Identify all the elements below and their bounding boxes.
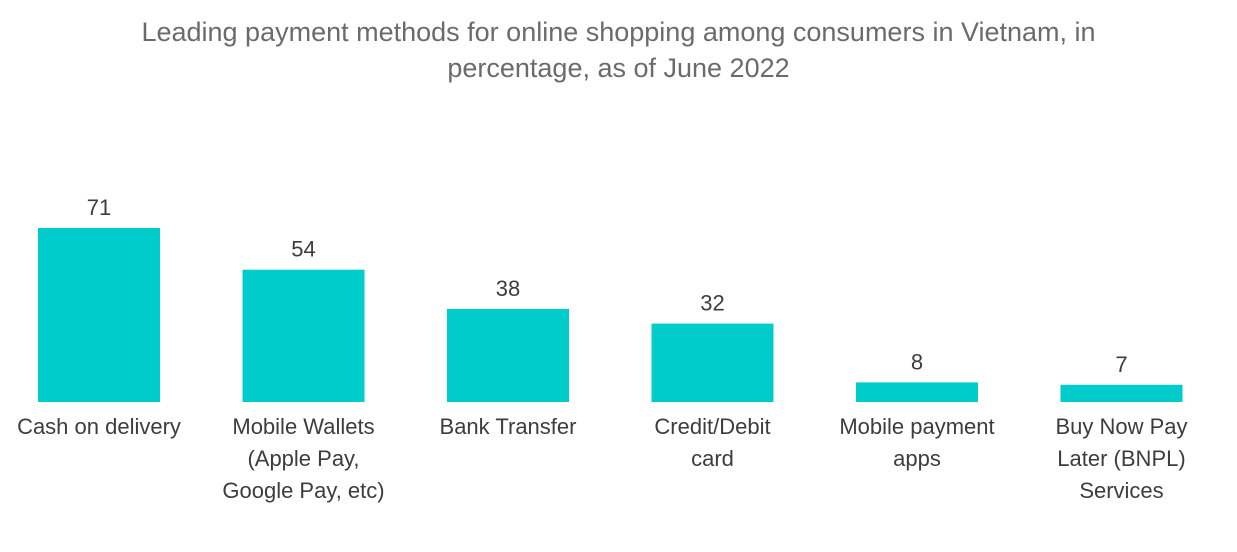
category-label-3-line-0: Credit/Debit — [654, 414, 770, 439]
category-label-1-line-1: (Apple Pay, — [247, 446, 359, 471]
bars-group — [38, 228, 1183, 402]
category-label-1-line-2: Google Pay, etc) — [222, 478, 384, 503]
category-label-3-line-1: card — [691, 446, 734, 471]
chart-title-line-2: percentage, as of June 2022 — [447, 53, 790, 83]
category-label-5-line-1: Later (BNPL) — [1057, 446, 1185, 471]
category-label-1-line-0: Mobile Wallets — [232, 414, 374, 439]
value-label-4: 8 — [911, 349, 923, 374]
category-label-4-line-0: Mobile payment — [839, 414, 994, 439]
chart-title-line-1: Leading payment methods for online shopp… — [141, 17, 1096, 47]
chart-title: Leading payment methods for online shopp… — [0, 14, 1237, 86]
bar-4 — [856, 382, 978, 402]
value-label-2: 38 — [496, 276, 520, 301]
category-label-0-line-0: Cash on delivery — [17, 414, 181, 439]
category-label-4-line-1: apps — [893, 446, 941, 471]
category-label-5-line-0: Buy Now Pay — [1055, 414, 1187, 439]
value-label-1: 54 — [291, 237, 315, 262]
bar-1 — [242, 269, 365, 402]
bar-5 — [1060, 384, 1183, 402]
category-labels-group: Cash on delivery Mobile Wallets (Apple Pay… — [17, 414, 1187, 503]
bar-0 — [38, 228, 160, 402]
value-labels-group: 71 54 38 32 8 7 — [87, 195, 1128, 377]
category-label-2-line-0: Bank Transfer — [440, 414, 577, 439]
value-label-0: 71 — [87, 195, 111, 220]
value-label-5: 7 — [1115, 352, 1127, 377]
bar-3 — [651, 323, 774, 402]
value-label-3: 32 — [700, 291, 724, 316]
bar-2 — [447, 308, 569, 402]
category-label-5-line-2: Services — [1079, 478, 1163, 503]
